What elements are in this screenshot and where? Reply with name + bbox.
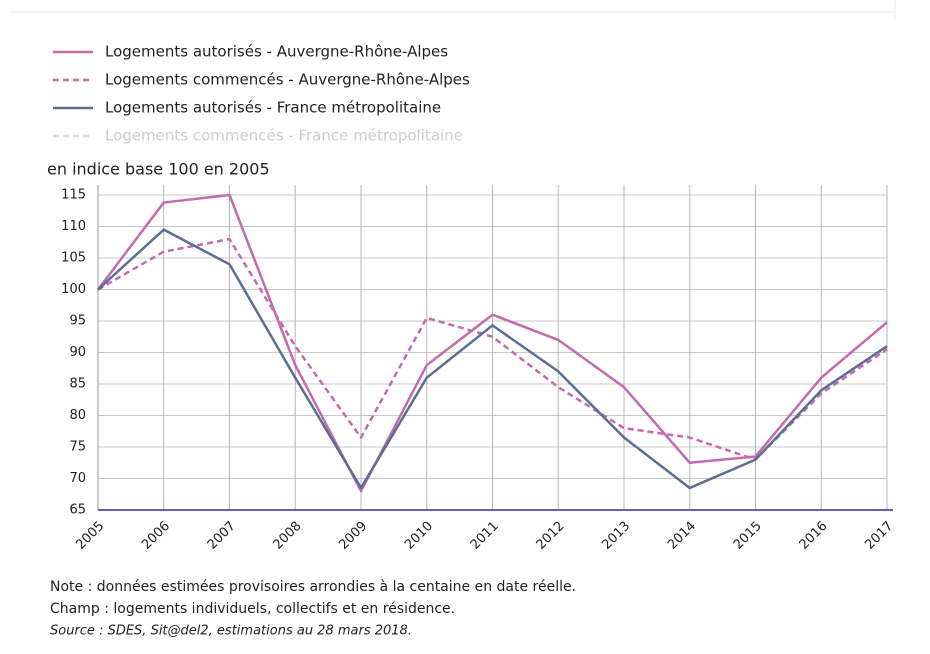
x-tick-label: 2005 bbox=[73, 519, 107, 553]
x-tick-label: 2010 bbox=[402, 519, 436, 553]
note: Note : données estimées provisoires arro… bbox=[50, 579, 576, 595]
x-tick-label: 2016 bbox=[797, 519, 831, 553]
y-tick-label: 90 bbox=[69, 345, 86, 360]
y-tick-label: 85 bbox=[69, 377, 86, 392]
x-tick-label: 2007 bbox=[205, 519, 239, 553]
y-tick-label: 95 bbox=[69, 314, 86, 329]
legend-label: Logements autorisés - France métropolita… bbox=[105, 99, 441, 117]
y-tick-label: 65 bbox=[69, 503, 86, 518]
x-tick-label: 2009 bbox=[336, 519, 370, 553]
x-tick-label: 2012 bbox=[534, 519, 568, 553]
source: Source : SDES, Sit@del2, estimations au … bbox=[50, 624, 412, 639]
x-tick-label: 2015 bbox=[731, 519, 765, 553]
legend-label: Logements autorisés - Auvergne-Rhône-Alp… bbox=[105, 43, 448, 61]
legend-label: Logements commencés - France métropolita… bbox=[105, 127, 463, 145]
y-tick-label: 110 bbox=[61, 219, 86, 234]
x-tick-label: 2011 bbox=[468, 519, 502, 553]
y-tick-label: 75 bbox=[69, 440, 86, 455]
x-tick-label: 2017 bbox=[862, 519, 896, 553]
x-tick-label: 2014 bbox=[665, 519, 699, 553]
legend-label: Logements commencés - Auvergne-Rhône-Alp… bbox=[105, 71, 470, 89]
y-axis-label: en indice base 100 en 2005 bbox=[47, 160, 270, 179]
y-tick-label: 100 bbox=[61, 282, 86, 297]
series-line bbox=[97, 193, 888, 493]
y-tick-label: 115 bbox=[61, 188, 86, 203]
y-tick-label: 80 bbox=[69, 408, 86, 423]
x-tick-label: 2008 bbox=[271, 519, 305, 553]
x-tick-label: 2013 bbox=[599, 519, 633, 553]
y-tick-label: 105 bbox=[61, 251, 86, 266]
x-tick-label: 2006 bbox=[139, 519, 173, 553]
note: Champ : logements individuels, collectif… bbox=[50, 601, 455, 617]
series-line bbox=[97, 228, 888, 490]
y-tick-label: 70 bbox=[69, 471, 86, 486]
